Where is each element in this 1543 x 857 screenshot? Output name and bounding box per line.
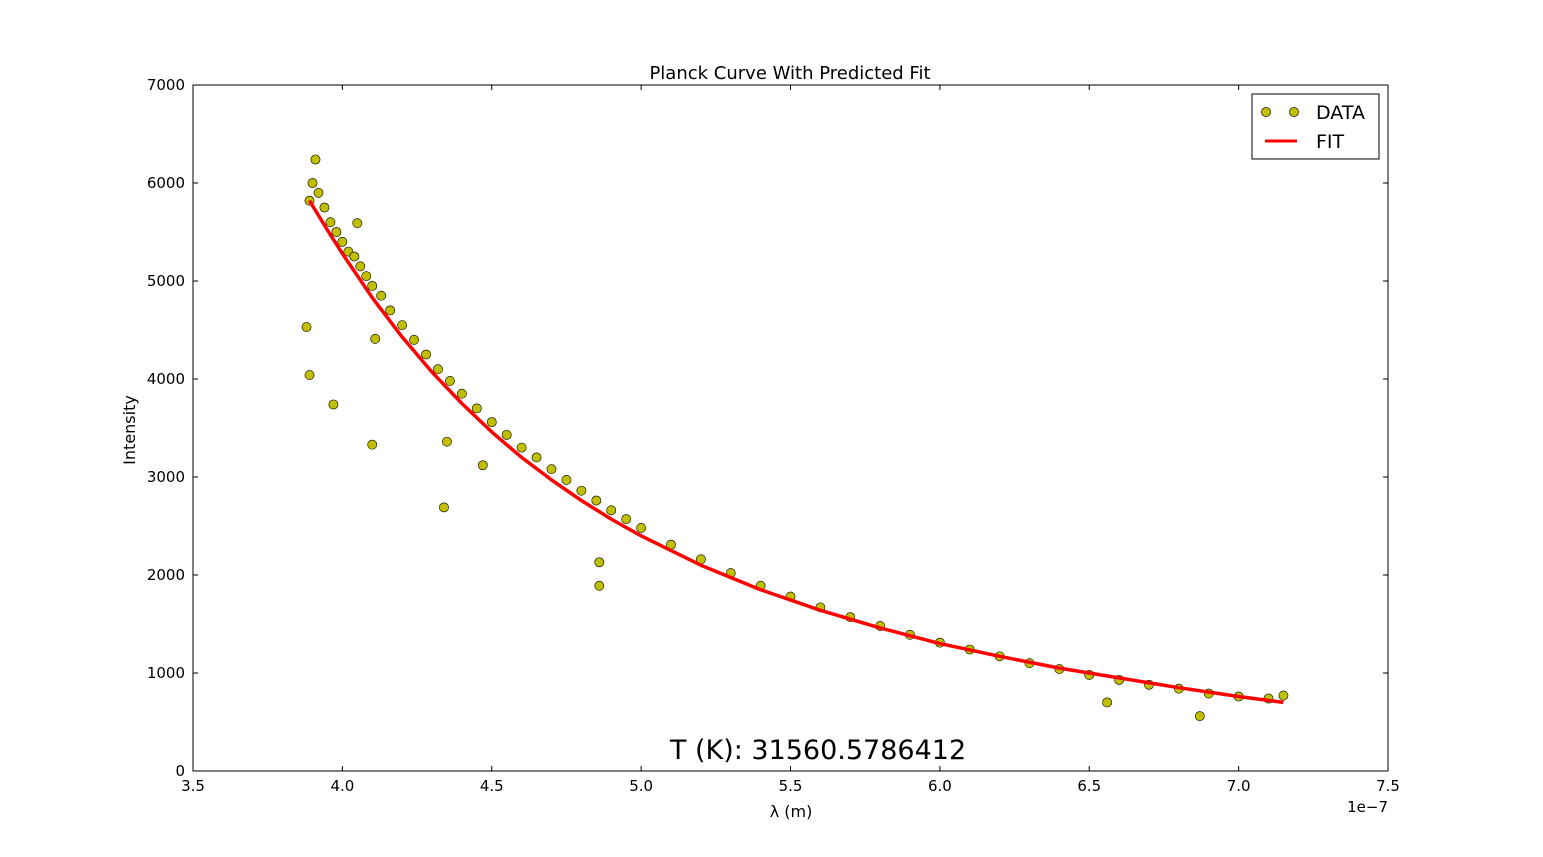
data-point [304,370,315,380]
data-point [370,333,381,344]
legend-label-data: DATA [1316,102,1365,124]
data-point [636,523,647,533]
data-point [531,452,542,463]
data-point [319,202,330,213]
legend-label-fit: FIT [1316,131,1345,153]
data-point [1278,690,1289,701]
y-tick-label: 6000 [147,174,185,192]
data-point [477,460,488,471]
data-point [486,417,497,428]
y-tick-label: 2000 [147,566,185,584]
data-point [1194,711,1205,722]
x-tick-label: 5.5 [779,777,803,795]
axis-ticks: 3.5 4.0 4.5 5.0 5.5 6.0 6.5 7.0 7.5 0 1000 2000 3000… [147,76,1400,795]
data-point [439,502,449,513]
data-point [445,376,455,386]
x-tick-label: 7.5 [1376,777,1400,795]
data-point [307,178,318,188]
data-point [376,290,387,301]
x-tick-label: 4.0 [330,777,354,795]
data-point [337,236,348,247]
x-tick-label: 3.5 [181,777,205,795]
data-point [421,349,431,360]
y-tick-label: 0 [175,762,185,780]
legend-data-marker-2 [1289,107,1299,117]
data-point [456,388,467,399]
legend-data-marker-1 [1261,107,1271,117]
data-point [561,475,572,485]
data-point [310,154,321,165]
data-point [546,464,557,475]
x-tick-label: 7.0 [1227,777,1251,795]
data-point [349,251,360,262]
x-tick-label: 5.0 [629,777,653,795]
data-point [385,305,396,316]
x-tick-label: 4.5 [480,777,504,795]
legend: DATA FIT [1251,93,1380,160]
y-axis-label: Intensity [120,395,139,465]
legend-frame [1251,93,1380,160]
data-point [313,187,324,198]
data-point [367,439,378,450]
y-tick-label: 5000 [147,272,185,290]
x-tick-label: 6.5 [1077,777,1101,795]
x-tick-label: 6.0 [928,777,952,795]
data-point [325,217,336,228]
data-point [606,505,617,516]
y-tick-label: 3000 [147,468,185,486]
data-point [576,485,587,496]
data-point [594,580,605,591]
temperature-annotation: T (K): 31560.5786412 [669,735,966,766]
data-point [397,320,408,330]
data-point [501,429,512,440]
data-point [621,514,632,525]
x-axis-offset-label: 1e−7 [1347,798,1388,816]
y-tick-label: 1000 [147,664,185,682]
data-point [355,261,366,272]
data-point [433,364,443,375]
data-point [328,399,339,410]
y-tick-label: 4000 [147,370,185,388]
data-point [367,280,378,291]
data-point [409,334,419,345]
data-point [361,271,372,281]
plot-marks [301,154,1289,722]
data-point [591,495,602,506]
data-point [594,557,605,568]
y-tick-label: 7000 [147,76,185,94]
x-axis-label: λ (m) [770,802,813,821]
fit-line [308,199,1284,705]
data-point [471,403,482,414]
data-point [442,436,452,447]
data-point [331,227,342,237]
data-point [1102,697,1113,708]
data-point [301,322,312,332]
data-point [516,442,527,453]
data-point [352,218,363,229]
chart-title: Planck Curve With Predicted Fit [649,63,930,84]
